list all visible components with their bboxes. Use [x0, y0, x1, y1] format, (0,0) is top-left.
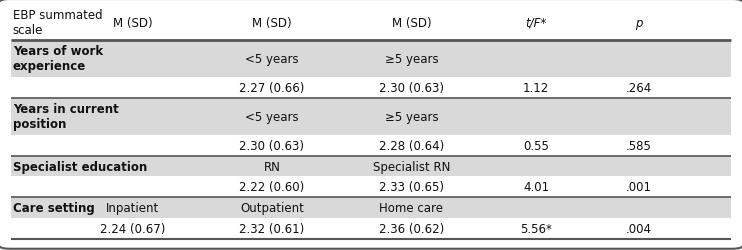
Bar — [11, 6, 731, 40]
Text: p: p — [635, 17, 643, 30]
Text: 2.30 (0.63): 2.30 (0.63) — [379, 82, 444, 94]
Text: 1.12: 1.12 — [523, 82, 549, 94]
Text: 2.32 (0.61): 2.32 (0.61) — [239, 222, 304, 235]
Text: M (SD): M (SD) — [392, 17, 431, 30]
Text: Care setting: Care setting — [13, 201, 94, 214]
Text: 0.55: 0.55 — [523, 139, 549, 152]
Text: .001: .001 — [626, 180, 652, 194]
Bar — [11, 98, 731, 136]
Text: M (SD): M (SD) — [113, 17, 152, 30]
Bar — [11, 177, 731, 198]
Text: 2.30 (0.63): 2.30 (0.63) — [240, 139, 304, 152]
Bar — [11, 218, 731, 239]
Text: <5 years: <5 years — [245, 52, 299, 66]
Text: 2.24 (0.67): 2.24 (0.67) — [99, 222, 165, 235]
Text: 2.36 (0.62): 2.36 (0.62) — [378, 222, 444, 235]
Text: ≥5 years: ≥5 years — [384, 52, 439, 66]
Text: EBP summated
scale: EBP summated scale — [13, 9, 102, 37]
Text: Outpatient: Outpatient — [240, 201, 304, 214]
Text: RN: RN — [263, 160, 280, 173]
Text: .585: .585 — [626, 139, 651, 152]
Text: Inpatient: Inpatient — [106, 201, 159, 214]
Text: 2.33 (0.65): 2.33 (0.65) — [379, 180, 444, 194]
Text: Specialist RN: Specialist RN — [372, 160, 450, 173]
Text: 2.22 (0.60): 2.22 (0.60) — [239, 180, 304, 194]
Text: <5 years: <5 years — [245, 110, 299, 123]
Bar — [11, 156, 731, 177]
Text: M (SD): M (SD) — [252, 17, 292, 30]
Text: .264: .264 — [626, 82, 652, 94]
Text: 4.01: 4.01 — [523, 180, 549, 194]
Text: ≥5 years: ≥5 years — [384, 110, 439, 123]
Bar — [11, 40, 731, 78]
Text: Years of work
experience: Years of work experience — [13, 45, 103, 73]
Bar — [11, 78, 731, 98]
Text: 2.28 (0.64): 2.28 (0.64) — [378, 139, 444, 152]
Text: t/F*: t/F* — [525, 17, 547, 30]
Bar — [11, 198, 731, 218]
Bar — [11, 136, 731, 156]
Text: Specialist education: Specialist education — [13, 160, 147, 173]
Text: .004: .004 — [626, 222, 652, 235]
Text: 5.56*: 5.56* — [520, 222, 552, 235]
Text: Years in current
position: Years in current position — [13, 103, 119, 131]
Text: 2.27 (0.66): 2.27 (0.66) — [239, 82, 305, 94]
Text: Home care: Home care — [379, 201, 444, 214]
